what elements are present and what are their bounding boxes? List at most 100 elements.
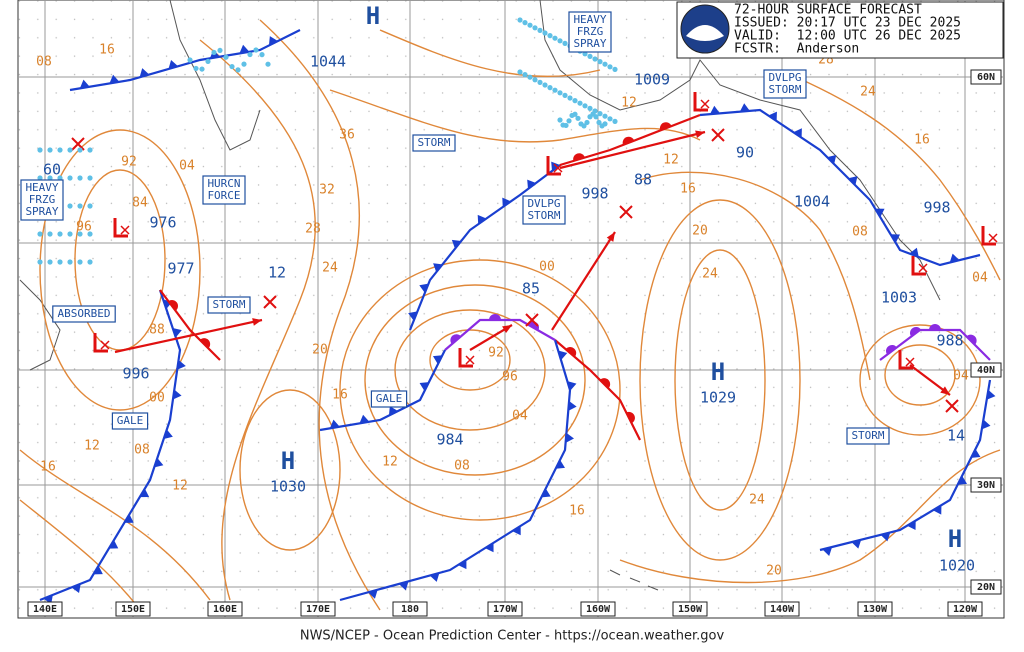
low-pressure: 1004	[794, 193, 830, 211]
front-symbol	[388, 406, 398, 416]
header-line: 72-HOUR SURFACE FORECAST	[734, 3, 922, 18]
ice-dot	[612, 118, 618, 124]
front-symbol	[139, 68, 150, 78]
front-symbol	[527, 179, 536, 189]
ice-dot	[552, 35, 558, 41]
lat-label: 30N	[977, 480, 995, 491]
front-symbol	[154, 457, 164, 468]
front-symbol	[329, 419, 340, 429]
boxed-label: GALE	[117, 414, 144, 427]
isobar-label: 24	[749, 493, 765, 508]
label-box	[202, 175, 246, 205]
ice-dot	[562, 92, 568, 98]
low-x	[918, 263, 928, 273]
ice-dot	[235, 67, 241, 73]
low-x	[905, 357, 915, 367]
ice-dot	[217, 47, 223, 54]
lon-box	[115, 601, 151, 617]
lon-box	[392, 601, 428, 617]
islands	[609, 569, 659, 591]
lon-label: 140W	[770, 604, 795, 615]
isobar-label: 12	[621, 96, 637, 111]
lat-label: 60N	[977, 72, 995, 83]
ice-dot	[57, 259, 63, 265]
ice-dot	[87, 147, 93, 153]
low-pressure: 85	[522, 280, 540, 298]
graticule	[18, 0, 1003, 618]
label-box	[846, 427, 890, 445]
future-position	[71, 137, 85, 151]
isobar	[339, 259, 621, 521]
ice-dot	[612, 66, 618, 72]
front-symbol	[71, 583, 81, 593]
isobar	[859, 324, 981, 436]
low-x	[120, 225, 130, 235]
front-symbol	[827, 154, 837, 165]
low-symbol	[693, 92, 708, 112]
ice-dot	[547, 85, 553, 91]
label-box	[111, 412, 149, 430]
track-head	[502, 325, 512, 334]
lat-box	[970, 69, 1002, 85]
front-symbol	[875, 208, 885, 218]
dot-grid	[18, 0, 1004, 618]
cold-front	[319, 349, 446, 432]
isobar-label: 20	[692, 224, 708, 239]
low-pressure: 12	[268, 264, 286, 282]
ice-dot	[566, 118, 572, 124]
ice-dot	[593, 114, 599, 120]
future-position	[945, 399, 959, 413]
front-symbol	[599, 378, 611, 389]
isobar	[259, 19, 381, 611]
ice-dot	[577, 100, 583, 106]
isobar	[639, 171, 871, 381]
front-symbol	[432, 355, 443, 365]
low-x	[465, 355, 475, 365]
front-symbol	[109, 74, 120, 84]
label-box	[52, 305, 116, 323]
isobar-label: 04	[953, 369, 969, 384]
low-pressure: 998	[923, 199, 950, 217]
ice-dot	[567, 95, 573, 101]
ice-dot	[57, 175, 63, 181]
front-symbol	[929, 324, 941, 330]
cold-front	[69, 29, 301, 92]
ice-dot	[223, 54, 229, 60]
future-position	[263, 295, 277, 309]
track-arrow	[551, 231, 616, 331]
ice-dot	[557, 90, 563, 96]
high-pressure: 1020	[939, 557, 975, 575]
ice-dot	[187, 57, 193, 63]
front-symbol	[502, 197, 511, 208]
ice-dot	[575, 115, 581, 121]
ice-dot	[37, 231, 43, 237]
isobar-label: 28	[305, 222, 321, 237]
ice-dot	[87, 175, 93, 181]
front-symbol	[851, 539, 862, 549]
front-symbol	[986, 389, 996, 400]
front-symbol	[477, 214, 487, 225]
lon-box	[947, 601, 983, 617]
ice-dot	[211, 49, 217, 56]
low-x	[988, 233, 998, 243]
front-symbol	[163, 429, 173, 439]
isobar-label: 08	[852, 225, 868, 240]
ice-dot	[532, 77, 538, 83]
front-symbol	[419, 382, 429, 392]
header-line: VALID: 12:00 UTC 26 DEC 2025	[734, 29, 961, 44]
ice-dot	[607, 64, 613, 70]
label-box	[207, 296, 251, 314]
front-symbol	[168, 300, 178, 311]
lon-label: 180	[401, 604, 419, 615]
low-pressure: 60	[43, 161, 61, 179]
ice-dot	[57, 231, 63, 237]
lat-box	[970, 362, 1002, 378]
future-position	[711, 128, 725, 142]
front-symbol	[239, 44, 250, 54]
isobar-label: 92	[121, 155, 137, 170]
footer: NWS/NCEP - Ocean Prediction Center - htt…	[300, 629, 725, 644]
low-symbol	[113, 218, 128, 238]
boxed-label: HEAVY	[25, 181, 58, 194]
isobar	[19, 499, 141, 611]
